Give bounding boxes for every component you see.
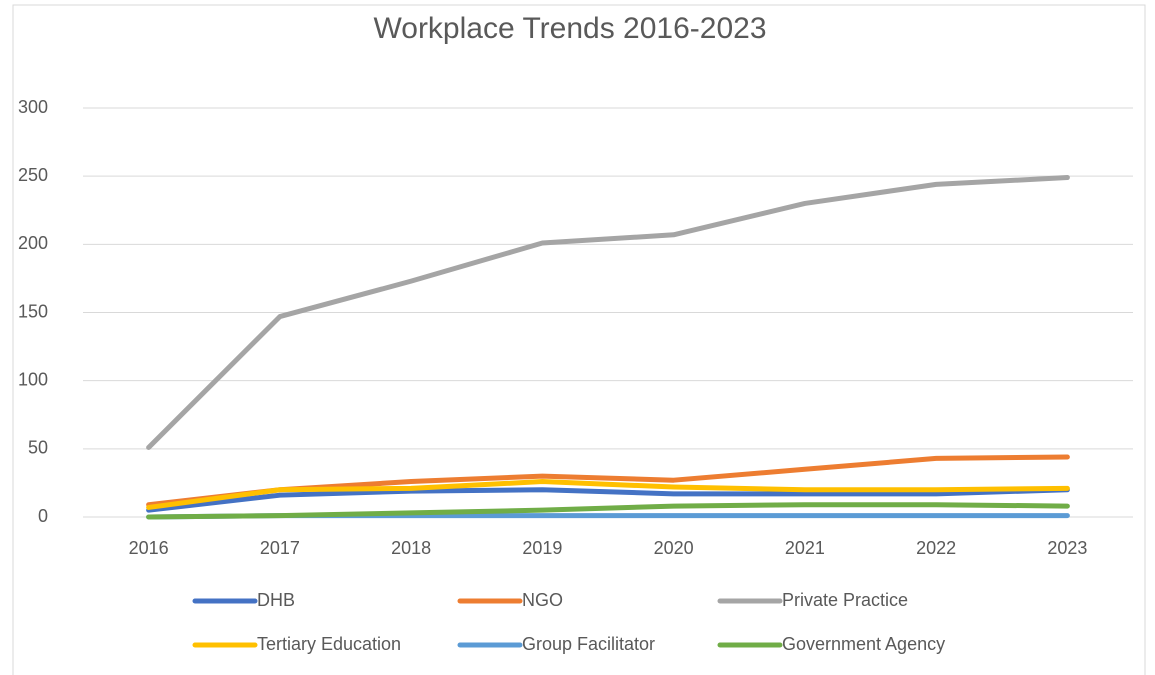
y-tick-label: 200	[18, 233, 48, 253]
y-tick-label: 250	[18, 165, 48, 185]
chart-border	[12, 4, 1146, 675]
legend-label: Private Practice	[782, 590, 908, 610]
y-tick-label: 150	[18, 301, 48, 321]
y-tick-label: 50	[28, 438, 48, 458]
x-tick-label: 2018	[391, 538, 431, 558]
series-line	[146, 175, 1070, 450]
x-tick-label: 2021	[785, 538, 825, 558]
x-tick-label: 2020	[654, 538, 694, 558]
x-tick-label: 2019	[522, 538, 562, 558]
y-tick-label: 0	[38, 506, 48, 526]
legend-label: Government Agency	[782, 634, 945, 654]
legend-label: Group Facilitator	[522, 634, 655, 654]
y-tick-label: 300	[18, 97, 48, 117]
x-tick-label: 2022	[916, 538, 956, 558]
legend-label: NGO	[522, 590, 563, 610]
series-line	[146, 487, 1070, 513]
legend-label: DHB	[257, 590, 295, 610]
series-line	[146, 502, 1070, 520]
y-tick-label: 100	[18, 369, 48, 389]
legend-label: Tertiary Education	[257, 634, 401, 654]
x-tick-label: 2017	[260, 538, 300, 558]
x-tick-label: 2023	[1047, 538, 1087, 558]
x-tick-label: 2016	[129, 538, 169, 558]
series-line	[146, 479, 1070, 510]
chart-title: Workplace Trends 2016-2023	[373, 12, 766, 45]
